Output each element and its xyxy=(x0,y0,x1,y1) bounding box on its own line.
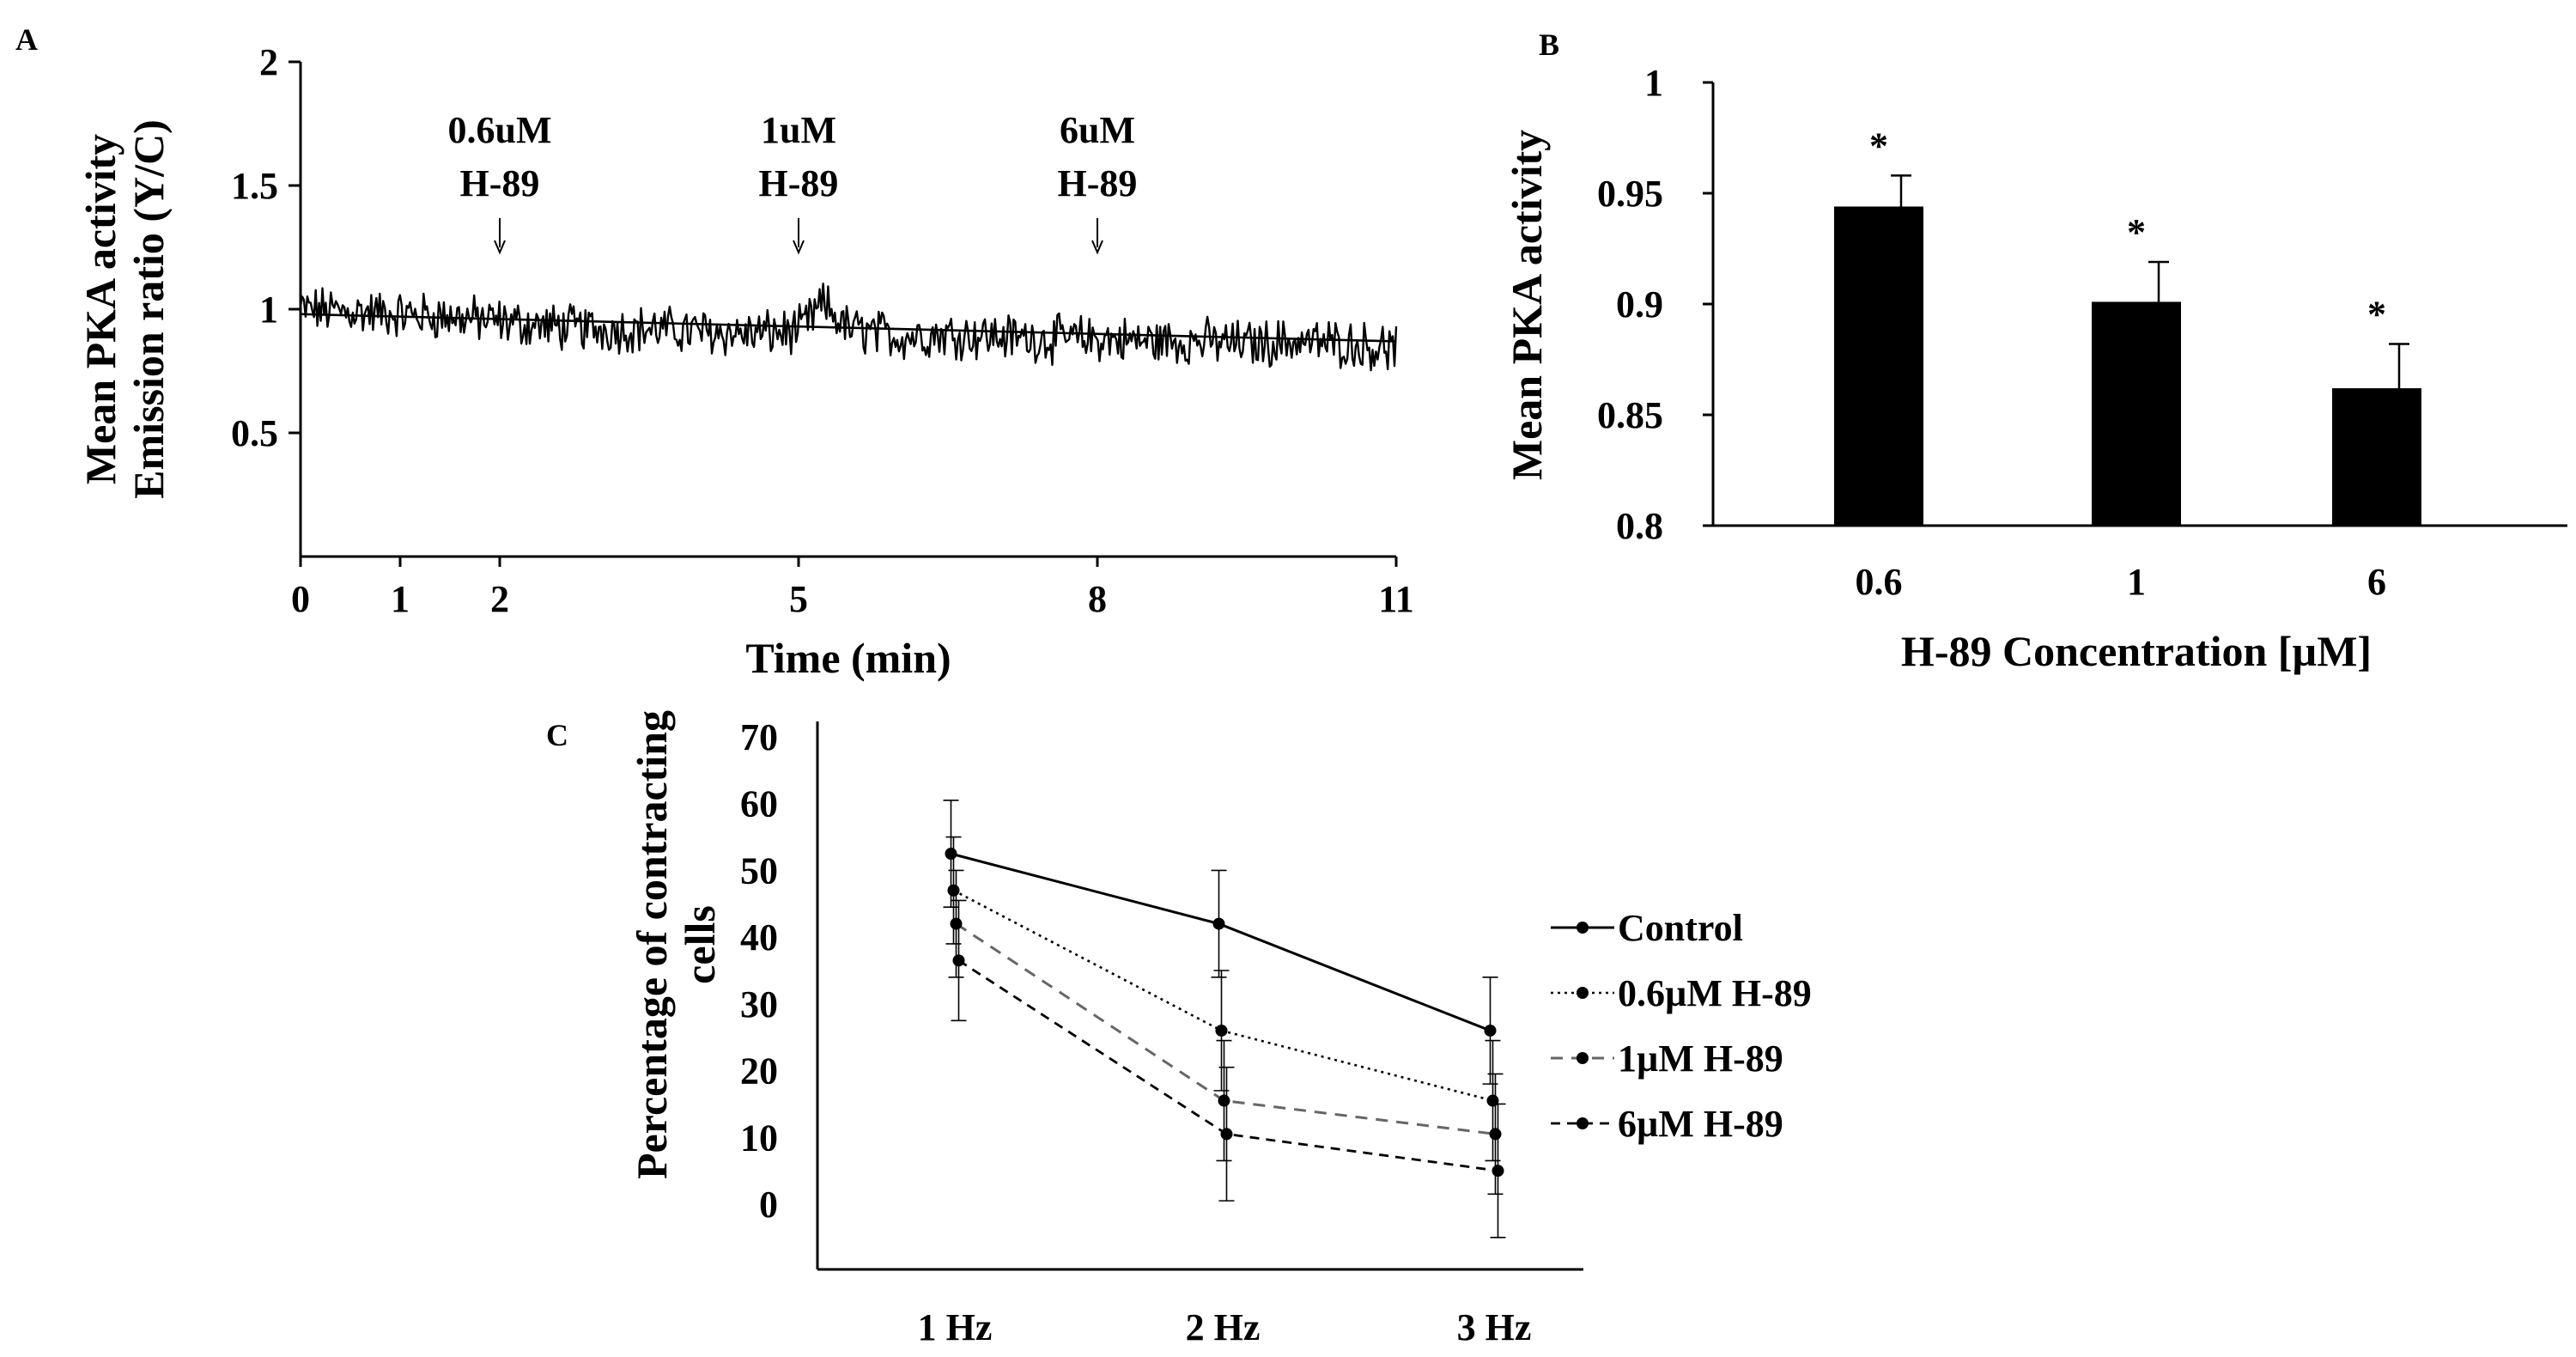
panel-a-x-title: Time (min) xyxy=(745,634,951,682)
panel-b-y-tick-label: 0.95 xyxy=(1597,173,1663,215)
panel-b-bar xyxy=(1834,206,1923,526)
panel-c-data-point xyxy=(1220,1128,1233,1141)
panel-c-data-point xyxy=(945,848,957,860)
panel-c-series-line xyxy=(951,852,1492,1032)
panel-b-y-ticks: 0.8 0.85 0.9 0.95 1 xyxy=(1597,62,1713,547)
panel-c-series xyxy=(943,800,1506,1238)
panel-c: C 0 10 20 30 40 50 60 70 1 Hz 2 Hz 3 Hz Control 0.… xyxy=(546,710,1812,1348)
panel-a-y-tick-label: 2 xyxy=(259,41,278,83)
panel-b-x-tick-label: 0.6 xyxy=(1856,561,1903,603)
panel-c-legend: Control 0.6µM H-89 1µM H-89 6µM H-89 xyxy=(1551,907,1812,1145)
panel-c-data-point xyxy=(947,884,960,897)
panel-b-y-tick-label: 1 xyxy=(1644,62,1663,104)
panel-a-arrow-head xyxy=(793,240,805,255)
panel-c-legend-label: Control xyxy=(1618,907,1743,949)
panel-b-significance-mark: * xyxy=(1869,125,1888,167)
panel-c-x-tick-label: 3 Hz xyxy=(1457,1306,1532,1348)
panel-c-legend-marker xyxy=(1577,922,1589,934)
panel-c-y-tick-label: 0 xyxy=(759,1184,778,1226)
panel-a-x-tick-label: 1 xyxy=(391,578,410,620)
panel-a-series xyxy=(299,283,1398,372)
panel-c-legend-marker xyxy=(1577,1117,1589,1129)
panel-c-y-tick-label: 60 xyxy=(740,783,778,825)
panel-c-legend-marker xyxy=(1577,987,1589,999)
panel-c-y-tick-label: 40 xyxy=(740,916,778,958)
panel-c-data-point xyxy=(1492,1165,1504,1177)
panel-a-x-ticks: 0 1 2 5 8 11 xyxy=(291,557,1414,620)
panel-b-significance-mark: * xyxy=(2367,293,2386,335)
panel-a-annotation-line2: H-89 xyxy=(460,162,540,204)
panel-b-bars: * 0.6 * 1 * 6 xyxy=(1834,125,2421,603)
panel-a-y-tick-label: 0.5 xyxy=(231,412,278,454)
panel-c-y-ticks: 0 10 20 30 40 50 60 70 xyxy=(740,716,778,1226)
panel-c-y-tick-label: 70 xyxy=(740,716,778,758)
panel-b-bar xyxy=(2332,388,2421,526)
panel-c-legend-label: 6µM H-89 xyxy=(1618,1103,1783,1145)
panel-b: B 0.8 0.85 0.9 0.95 1 * 0.6 * 1 * 6 H-89 Concentr… xyxy=(1503,27,2567,675)
panel-a-y-ticks: 0.5 1 1.5 2 xyxy=(231,41,301,454)
panel-c-letter: C xyxy=(546,718,568,752)
panel-c-y-tick-label: 30 xyxy=(740,983,778,1025)
panel-b-y-title: Mean PKA activity xyxy=(1503,130,1551,480)
panel-a-annotation-line2: H-89 xyxy=(1058,162,1138,204)
panel-a-x-tick-label: 0 xyxy=(291,578,310,620)
panel-c-data-point xyxy=(1484,1024,1497,1037)
panel-a-y-title-line1: Mean PKA activity xyxy=(76,134,125,484)
panel-b-letter: B xyxy=(1539,27,1559,62)
panel-a-annotation-line2: H-89 xyxy=(759,162,839,204)
panel-a: A 0.5 1 1.5 2 0 1 2 5 8 11 0.6uM H-89 1uM H-89 6uM H-… xyxy=(15,22,1414,682)
panel-a-annotation-line1: 0.6uM xyxy=(448,109,552,151)
panel-b-y-tick-label: 0.8 xyxy=(1616,505,1663,547)
panel-a-annotation-line1: 1uM xyxy=(761,109,836,151)
panel-c-legend-label: 1µM H-89 xyxy=(1618,1038,1783,1080)
panel-a-annotation-line1: 6uM xyxy=(1060,109,1135,151)
panel-a-arrow-head xyxy=(1091,240,1103,255)
panel-c-y-title-line2: cells xyxy=(676,905,724,984)
panel-c-y-tick-label: 50 xyxy=(740,849,778,891)
panel-b-y-tick-label: 0.9 xyxy=(1616,283,1663,326)
panel-c-y-tick-label: 10 xyxy=(740,1117,778,1159)
panel-a-trend-line xyxy=(300,313,1397,343)
panel-c-legend-marker xyxy=(1577,1052,1589,1064)
panel-c-x-tick-label: 1 Hz xyxy=(918,1306,993,1348)
panel-b-significance-mark: * xyxy=(2127,211,2146,253)
panel-c-data-point xyxy=(1212,917,1225,930)
panel-c-data-point xyxy=(1486,1094,1499,1107)
panel-a-x-tick-label: 2 xyxy=(490,578,509,620)
panel-b-x-tick-label: 6 xyxy=(2367,561,2386,603)
panel-c-y-title-line1: Percentage of contracting xyxy=(628,710,676,1179)
panel-b-x-title: H-89 Concentration [µM] xyxy=(1901,627,2372,675)
panel-a-x-tick-label: 8 xyxy=(1088,578,1107,620)
panel-a-annotations: 0.6uM H-89 1uM H-89 6uM H-89 xyxy=(448,109,1138,255)
panel-a-x-tick-label: 11 xyxy=(1378,578,1414,620)
panel-c-data-point xyxy=(952,954,965,967)
panel-a-trace-line xyxy=(299,283,1398,372)
panel-c-data-point xyxy=(1489,1128,1502,1141)
panel-c-x-ticks: 1 Hz 2 Hz 3 Hz xyxy=(918,1306,1532,1348)
panel-a-arrow-head xyxy=(494,240,506,255)
panel-c-data-point xyxy=(1218,1094,1230,1107)
panel-a-y-tick-label: 1 xyxy=(259,289,278,331)
panel-a-y-title-line2: Emission ratio (Y/C) xyxy=(125,119,173,499)
panel-b-x-tick-label: 1 xyxy=(2127,561,2146,603)
panel-c-x-tick-label: 2 Hz xyxy=(1186,1306,1261,1348)
panel-c-data-point xyxy=(1215,1024,1228,1037)
panel-a-letter: A xyxy=(15,22,38,57)
panel-a-x-tick-label: 5 xyxy=(789,578,808,620)
panel-b-bar xyxy=(2092,301,2181,526)
panel-a-y-tick-label: 1.5 xyxy=(231,165,278,207)
panel-c-data-point xyxy=(950,917,963,930)
panel-c-legend-label: 0.6µM H-89 xyxy=(1618,972,1812,1014)
panel-c-y-tick-label: 20 xyxy=(740,1050,778,1092)
panel-b-y-tick-label: 0.85 xyxy=(1597,394,1663,436)
